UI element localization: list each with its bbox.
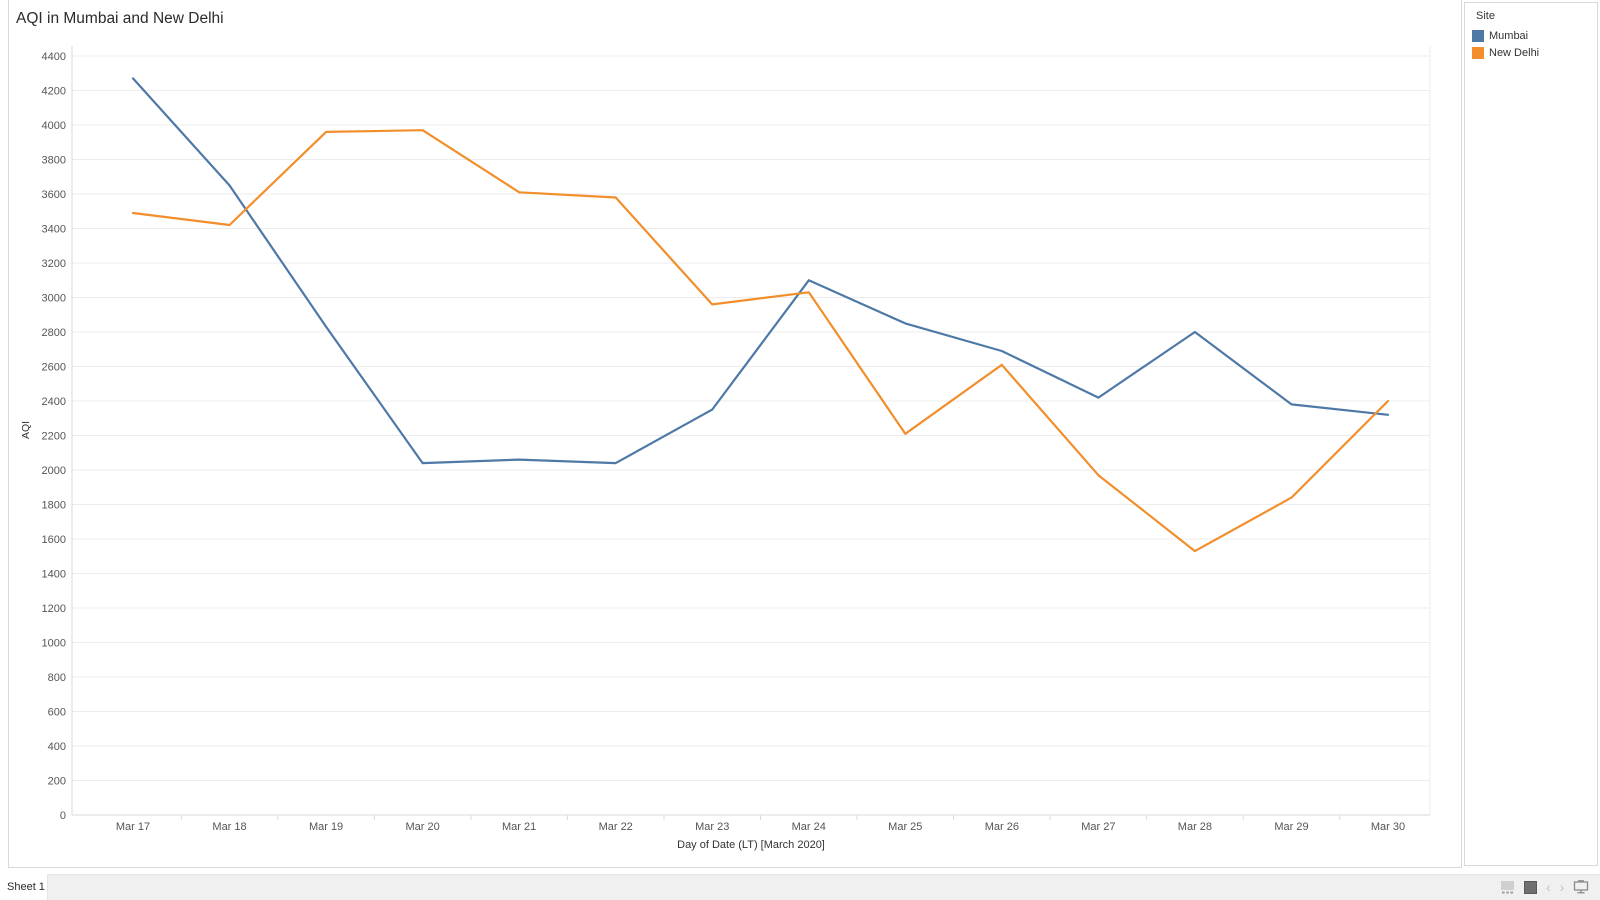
x-tick-label: Mar 25: [888, 821, 922, 833]
y-axis-title: AQI: [20, 420, 32, 440]
y-tick-label: 200: [48, 776, 66, 788]
x-tick-label: Mar 28: [1178, 821, 1212, 833]
line-chart-plot[interactable]: 0 200 400 600 800 1000 1200 1400 1600 1800 2000 220…: [0, 0, 1600, 868]
y-tick-label: 3000: [42, 293, 66, 305]
x-tick-label: Mar 27: [1081, 821, 1115, 833]
y-tick-label: 2800: [42, 327, 66, 339]
legend-items: Mumbai New Delhi: [1465, 30, 1597, 59]
legend-swatch: [1472, 47, 1484, 59]
y-tick-label: 2600: [42, 362, 66, 374]
y-tick-label: 1200: [42, 603, 66, 615]
sheet-tab-label: Sheet 1: [7, 881, 45, 893]
sheet-tab-strip: [0, 874, 1600, 900]
x-tick-label: Mar 24: [792, 821, 826, 833]
legend-panel: Site Mumbai New Delhi: [1464, 2, 1598, 866]
y-tick-label: 3400: [42, 224, 66, 236]
x-tick-label: Mar 22: [599, 821, 633, 833]
y-tick-label: 4200: [42, 86, 66, 98]
y-tick-label: 4400: [42, 51, 66, 63]
y-tick-label: 1000: [42, 638, 66, 650]
legend-swatch: [1472, 30, 1484, 42]
series-line-mumbai[interactable]: [131, 77, 1390, 465]
x-tick-label: Mar 17: [116, 821, 150, 833]
legend-item-mumbai[interactable]: Mumbai: [1472, 30, 1597, 42]
tile-view-icon[interactable]: [1500, 880, 1515, 894]
legend-title: Site: [1476, 10, 1495, 22]
x-tick-label: Mar 19: [309, 821, 343, 833]
y-tick-label: 4000: [42, 120, 66, 132]
x-tick-label: Mar 20: [405, 821, 439, 833]
y-tick-label: 1800: [42, 500, 66, 512]
x-tick-label: Mar 26: [985, 821, 1019, 833]
status-bar-icons: ‹ ›: [1500, 874, 1600, 900]
presentation-mode-icon[interactable]: [1573, 880, 1589, 894]
chart-card: [8, 0, 1462, 868]
dark-square-icon[interactable]: [1524, 880, 1537, 894]
y-tick-label: 3800: [42, 155, 66, 167]
chart-title: AQI in Mumbai and New Delhi: [16, 10, 224, 27]
y-tick-label: 1600: [42, 534, 66, 546]
series-line-new-delhi[interactable]: [131, 129, 1390, 553]
x-tick-label: Mar 29: [1274, 821, 1308, 833]
x-tick-label: Mar 21: [502, 821, 536, 833]
y-tick-label: 2200: [42, 431, 66, 443]
y-tick-label: 2400: [42, 396, 66, 408]
x-tick-label: Mar 18: [212, 821, 246, 833]
x-axis-title: Day of Date (LT) [March 2020]: [677, 839, 825, 851]
y-tick-label: 400: [48, 741, 66, 753]
y-tick-label: 2000: [42, 465, 66, 477]
legend-item-label: Mumbai: [1489, 30, 1529, 42]
y-tick-label: 800: [48, 672, 66, 684]
legend-item-label: New Delhi: [1489, 47, 1540, 59]
x-tick-label: Mar 30: [1371, 821, 1405, 833]
y-tick-label: 600: [48, 707, 66, 719]
y-tick-label: 3200: [42, 258, 66, 270]
y-tick-label: 0: [60, 810, 66, 822]
next-arrow-icon[interactable]: ›: [1559, 879, 1565, 895]
sheet-tab-active[interactable]: Sheet 1: [0, 874, 48, 900]
prev-arrow-icon[interactable]: ‹: [1546, 879, 1551, 895]
y-tick-label: 3600: [42, 189, 66, 201]
legend-item-new-delhi[interactable]: New Delhi: [1472, 47, 1597, 59]
x-tick-label: Mar 23: [695, 821, 729, 833]
y-tick-label: 1400: [42, 569, 66, 581]
